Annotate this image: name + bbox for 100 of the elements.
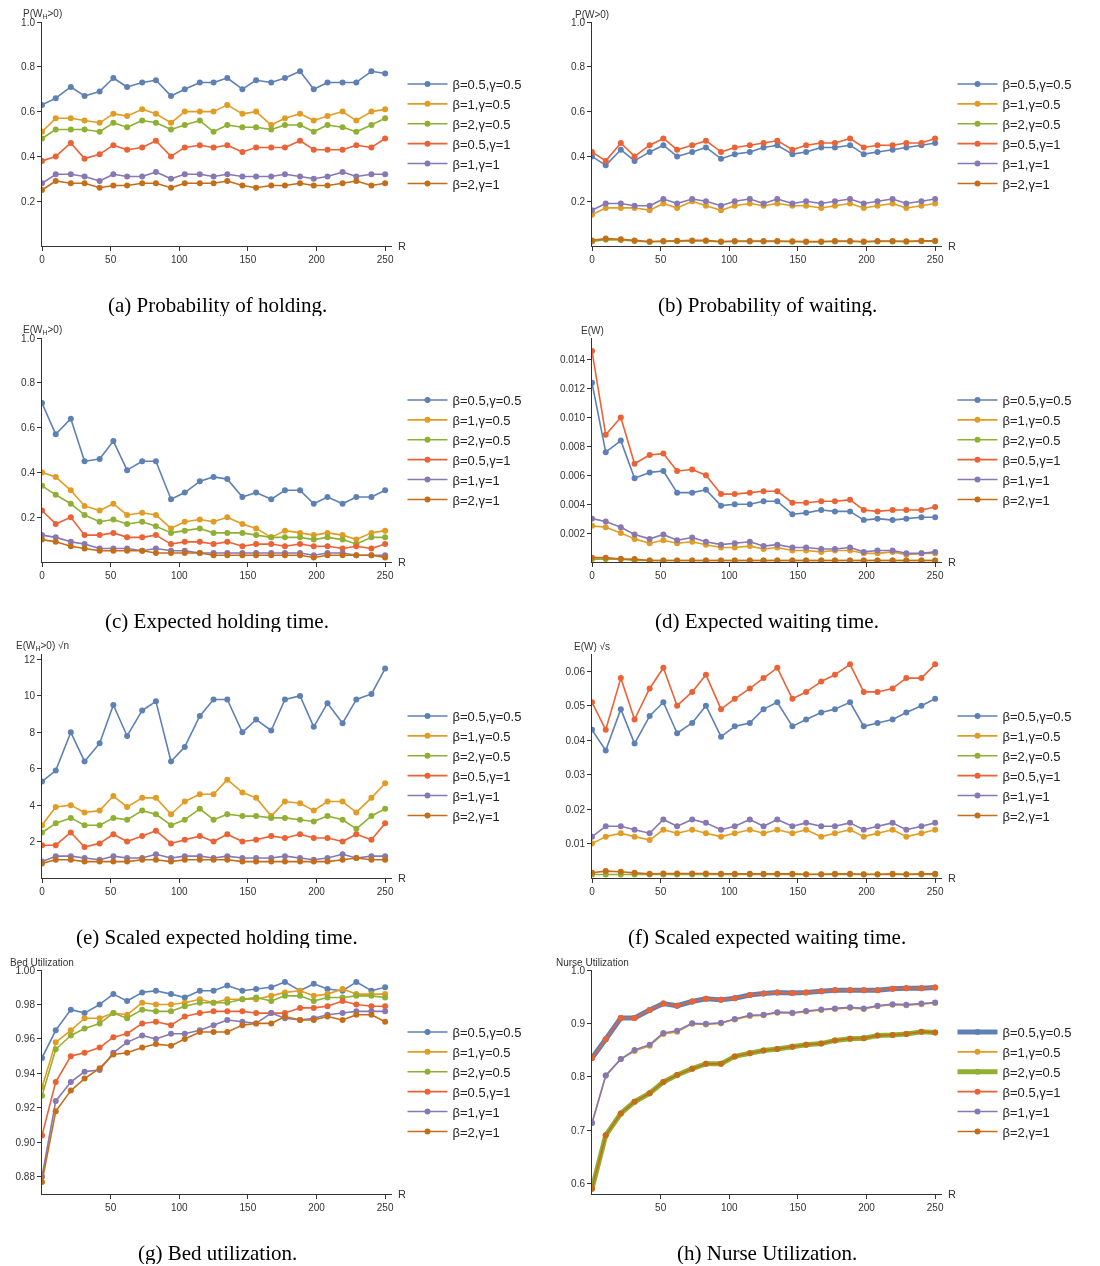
legend-label: β=2,γ=0.5	[1002, 432, 1061, 448]
legend-label: β=1,γ=0.5	[1002, 728, 1061, 744]
x-tick-label: 150	[239, 570, 257, 581]
x-tick-label: 200	[858, 254, 876, 265]
y-tick-label: 0.6	[571, 1177, 586, 1189]
x-tick-label: 50	[655, 886, 667, 897]
y-tick-label: 0.01	[565, 838, 586, 850]
x-tick-label: 50	[105, 1202, 117, 1213]
y-tick-label: 0.2	[571, 195, 586, 207]
x-tick-label: 0	[589, 886, 596, 897]
legend-label: β=2,γ=1	[452, 1124, 500, 1140]
legend-label: β=1,γ=1	[452, 156, 500, 172]
legend-label: β=0.5,γ=0.5	[1002, 709, 1072, 725]
x-tick-label: 50	[105, 886, 117, 897]
legend-label: β=1,γ=0.5	[1002, 96, 1061, 112]
x-axis-title: R	[948, 872, 956, 884]
x-tick-label: 250	[926, 570, 944, 581]
legend-label: β=1,γ=1	[1002, 1104, 1050, 1120]
legend-label: β=1,γ=0.5	[1002, 412, 1061, 428]
y-axis-title: E(W)	[581, 325, 604, 336]
legend-label: β=2,γ=0.5	[1002, 116, 1061, 132]
x-tick-label: 150	[239, 254, 257, 265]
y-tick-label: 0.94	[15, 1067, 36, 1079]
text: (d) Expected waiting time.	[655, 609, 879, 633]
x-tick-label: 50	[105, 254, 117, 265]
y-tick-label: 0.2	[21, 195, 36, 207]
x-tick-label: 250	[376, 570, 394, 581]
text: (e) Scaled expected holding time.	[76, 925, 358, 949]
y-tick-label: 0.8	[21, 61, 36, 73]
x-tick-label: 0	[39, 886, 46, 897]
x-tick-label: 0	[589, 570, 596, 581]
x-tick-label: 100	[170, 570, 189, 581]
y-tick-label: 0.04	[565, 734, 586, 746]
x-tick-label: 150	[239, 886, 257, 897]
y-tick-label: 0.88	[15, 1171, 36, 1183]
legend-label: β=2,γ=0.5	[452, 116, 511, 132]
legend-label: β=1,γ=0.5	[452, 96, 511, 112]
y-tick-label: 0.008	[559, 440, 586, 452]
y-tick-label: 0.002	[559, 527, 586, 539]
x-axis-title: R	[398, 240, 406, 252]
x-tick-label: 50	[655, 1202, 667, 1213]
y-tick-label: 0.6	[21, 106, 36, 118]
y-tick-label: 0.03	[565, 769, 586, 781]
y-tick-label: 12	[23, 653, 36, 665]
y-tick-label: 0.006	[559, 469, 586, 481]
legend-label: β=1,γ=1	[1002, 472, 1050, 488]
text: (b) Probability of waiting.	[658, 293, 878, 317]
legend-label: β=0.5,γ=0.5	[452, 1025, 522, 1041]
x-tick-label: 200	[858, 570, 876, 581]
legend-label: β=0.5,γ=1	[452, 768, 511, 784]
y-axis-title: P(W>0)	[575, 9, 610, 20]
legend-label: β=2,γ=1	[1002, 492, 1050, 508]
y-tick-label: 8	[29, 726, 36, 738]
x-tick-label: 200	[308, 254, 326, 265]
x-tick-label: 200	[308, 570, 326, 581]
x-axis-title: R	[948, 556, 956, 568]
x-tick-label: 250	[376, 1202, 394, 1213]
y-tick-label: 0.96	[15, 1033, 36, 1045]
y-tick-label: 0.6	[571, 106, 586, 118]
legend-label: β=1,γ=1	[1002, 788, 1050, 804]
text: (f) Scaled expected waiting time.	[628, 925, 907, 949]
x-tick-label: 100	[170, 254, 189, 265]
x-axis-title: R	[398, 872, 406, 884]
x-tick-label: 150	[789, 886, 807, 897]
y-axis-title: E(W) √s	[574, 641, 611, 652]
y-tick-label: 0.4	[21, 150, 36, 162]
legend-label: β=0.5,γ=0.5	[452, 709, 522, 725]
y-tick-label: 0.02	[565, 803, 586, 815]
x-tick-label: 0	[39, 570, 46, 581]
x-tick-label: 50	[105, 570, 117, 581]
legend-label: β=2,γ=0.5	[452, 1064, 511, 1080]
y-tick-label: 0.012	[559, 383, 586, 395]
x-tick-label: 0	[589, 254, 596, 265]
legend-label: β=0.5,γ=0.5	[452, 393, 522, 409]
y-tick-label: 0.05	[565, 700, 586, 712]
x-tick-label: 0	[39, 254, 46, 265]
x-tick-label: 100	[170, 1202, 189, 1213]
legend-label: β=1,γ=0.5	[1002, 1044, 1061, 1060]
legend-label: β=1,γ=1	[452, 1104, 500, 1120]
legend-label: β=2,γ=0.5	[1002, 1064, 1061, 1080]
x-axis-title: R	[398, 1188, 406, 1200]
x-axis-title: R	[948, 240, 956, 252]
legend-label: β=1,γ=1	[1002, 156, 1050, 172]
text: (h) Nurse Utilization.	[677, 1241, 858, 1265]
y-tick-label: 0.4	[21, 466, 36, 478]
legend-label: β=0.5,γ=1	[452, 136, 511, 152]
y-tick-label: 2	[29, 836, 36, 848]
x-tick-label: 200	[308, 1202, 326, 1213]
x-tick-label: 150	[789, 570, 807, 581]
legend-label: β=1,γ=0.5	[452, 1044, 511, 1060]
y-tick-label: 0.98	[15, 998, 36, 1010]
y-axis-title: E(W$_{H}$>0) √n	[16, 640, 70, 653]
x-axis-title: R	[948, 1188, 956, 1200]
x-tick-label: 250	[926, 254, 944, 265]
y-tick-label: 6	[29, 763, 36, 775]
x-tick-label: 50	[655, 570, 667, 581]
x-tick-label: 150	[789, 254, 807, 265]
y-tick-label: 0.4	[571, 150, 586, 162]
legend-label: β=2,γ=0.5	[1002, 748, 1061, 764]
legend-label: β=2,γ=0.5	[452, 432, 511, 448]
